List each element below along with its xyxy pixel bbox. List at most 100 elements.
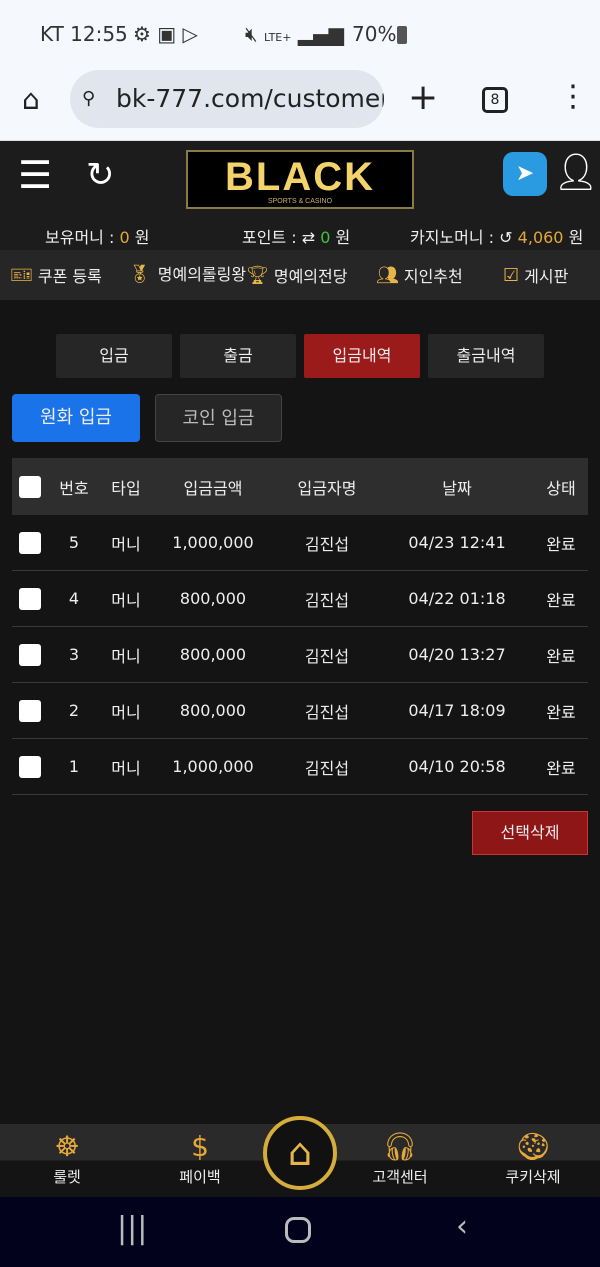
row-date: 04/22 01:18	[408, 589, 506, 608]
table-row: 2 머니 800,000 김진섭 04/17 18:09 완료	[12, 683, 588, 739]
row-amount: 1,000,000	[172, 533, 254, 552]
tab-switcher-button[interactable]: 8	[482, 87, 508, 113]
col-number: 번호	[59, 478, 89, 498]
row-number: 2	[68, 701, 80, 720]
row-amount: 800,000	[179, 701, 247, 720]
tab-withdraw-history[interactable]: 출금내역	[428, 334, 544, 378]
tab-deposit-history[interactable]: 입금내역	[304, 334, 420, 378]
telegram-icon[interactable]: ➤	[503, 152, 547, 196]
menu-hall-of-fame[interactable]: 🏆︎ 명예의전당	[246, 264, 348, 287]
site-header: ☰ ↻ BLACK SPORTS & CASINO ➤ 👤︎	[0, 141, 600, 219]
bottom-nav: ☸ 룰렛 $ 페이백 ⌂ 🎧︎ 고객센터 🍪︎ 쿠키삭제	[0, 1116, 600, 1197]
row-checkbox[interactable]	[19, 531, 41, 554]
row-date: 04/10 20:58	[408, 757, 506, 776]
col-type: 타입	[111, 478, 141, 498]
menu-rolling-king[interactable]: 🏅︎ 명예의롤링왕	[128, 264, 247, 285]
nav-support[interactable]: 🎧︎ 고객센터	[350, 1130, 450, 1187]
roulette-icon: ☸	[54, 1130, 80, 1163]
delete-selected-button[interactable]: 선택삭제	[472, 811, 588, 855]
support-icon: 🎧︎	[382, 1130, 418, 1163]
row-date: 04/17 18:09	[408, 701, 506, 720]
select-all-checkbox[interactable]	[19, 475, 41, 498]
row-type: 머니	[111, 646, 141, 666]
table-row: 3 머니 800,000 김진섭 04/20 13:27 완료	[12, 627, 588, 683]
tab-withdraw[interactable]: 출금	[180, 334, 296, 378]
hamburger-menu-icon[interactable]: ☰	[18, 153, 53, 197]
coin-deposit-button[interactable]: 코인 입금	[155, 394, 282, 442]
krw-deposit-button[interactable]: 원화 입금	[12, 394, 140, 442]
row-number: 4	[68, 589, 80, 608]
row-checkbox[interactable]	[19, 755, 41, 778]
battery-level: 70%	[352, 22, 397, 46]
nav-roulette[interactable]: ☸ 룰렛	[17, 1130, 117, 1187]
battery-icon	[397, 26, 407, 44]
table-header: 번호 타입 입금금액 입금자명 날짜 상태	[12, 458, 588, 515]
casino-balance: 카지노머니 : ↺ 4,060 원	[410, 228, 584, 247]
recent-apps-icon[interactable]: |||	[117, 1211, 148, 1246]
row-amount: 800,000	[179, 645, 247, 664]
col-date: 날짜	[442, 478, 472, 498]
nav-home[interactable]: ⌂	[263, 1116, 337, 1190]
new-tab-icon[interactable]: +	[408, 77, 439, 118]
nav-cookie-delete[interactable]: 🍪︎ 쿠키삭제	[483, 1130, 583, 1187]
row-checkbox[interactable]	[19, 587, 41, 610]
table-row: 1 머니 1,000,000 김진섭 04/10 20:58 완료	[12, 739, 588, 795]
medal-icon: 🏅︎	[128, 264, 151, 285]
site-settings-icon[interactable]: ⚲	[82, 88, 96, 109]
row-status: 완료	[546, 646, 576, 666]
menu-coupon[interactable]: 🎫︎ 쿠폰 등록	[10, 264, 102, 287]
browser-toolbar: ⌂ ⚲ bk-777.com/customer, + 8 ⋮	[0, 65, 600, 141]
row-date: 04/23 12:41	[408, 533, 506, 552]
point-balance: 포인트 : ⇄ 0 원	[242, 228, 351, 247]
user-icon[interactable]: 👤︎	[553, 152, 599, 193]
refresh-icon[interactable]: ↻	[86, 155, 115, 195]
row-checkbox[interactable]	[19, 643, 41, 666]
row-type: 머니	[111, 758, 141, 778]
row-type: 머니	[111, 534, 141, 554]
deposit-history-table: 번호 타입 입금금액 입금자명 날짜 상태 5 머니 1,000,000 김진섭 04/…	[12, 458, 588, 795]
cookie-icon: 🍪︎	[515, 1130, 551, 1163]
balance-row: 보유머니 : 0 원 포인트 : ⇄ 0 원 카지노머니 : ↺ 4,060 원	[0, 219, 600, 250]
row-amount: 1,000,000	[172, 757, 254, 776]
mute-icon: 🔇︎ LTE+ ▂▄▆	[245, 22, 344, 46]
row-status: 완료	[546, 534, 576, 554]
home-icon[interactable]: ⌂	[22, 83, 40, 116]
back-icon[interactable]: ‹	[456, 1209, 468, 1244]
people-icon: 👥︎	[376, 264, 399, 286]
row-depositor: 김진섭	[304, 534, 350, 554]
url-text: bk-777.com/customer,	[116, 84, 384, 113]
row-amount: 800,000	[179, 589, 247, 608]
menu-board[interactable]: ☑ 게시판	[503, 264, 569, 287]
row-status: 완료	[546, 758, 576, 778]
home-icon: ⌂	[287, 1130, 313, 1174]
tab-deposit[interactable]: 입금	[56, 334, 172, 378]
row-type: 머니	[111, 590, 141, 610]
url-field[interactable]: ⚲ bk-777.com/customer,	[70, 70, 384, 128]
more-menu-icon[interactable]: ⋮	[558, 79, 588, 114]
convert-icon[interactable]: ⇄	[301, 228, 316, 247]
row-number: 3	[68, 645, 80, 664]
coupon-icon: 🎫︎	[10, 264, 33, 286]
row-checkbox[interactable]	[19, 699, 41, 722]
board-icon: ☑	[503, 264, 520, 286]
row-depositor: 김진섭	[304, 590, 350, 610]
row-number: 1	[68, 757, 80, 776]
table-row: 5 머니 1,000,000 김진섭 04/23 12:41 완료	[12, 515, 588, 571]
row-date: 04/20 13:27	[408, 645, 506, 664]
menu-referral[interactable]: 👥︎ 지인추천	[376, 264, 463, 287]
quick-menu: 🎫︎ 쿠폰 등록 🏅︎ 명예의롤링왕 🏆︎ 명예의전당 👥︎ 지인추천 ☑ 게시판	[0, 250, 600, 300]
row-depositor: 김진섭	[304, 758, 350, 778]
money-balance: 보유머니 : 0 원	[45, 228, 150, 247]
row-status: 완료	[546, 702, 576, 722]
carrier-time: KT 12:55	[40, 22, 128, 46]
row-status: 완료	[546, 590, 576, 610]
table-row: 4 머니 800,000 김진섭 04/22 01:18 완료	[12, 571, 588, 627]
logo[interactable]: BLACK SPORTS & CASINO	[186, 150, 414, 209]
reload-icon[interactable]: ↺	[499, 228, 513, 247]
row-depositor: 김진섭	[304, 702, 350, 722]
settings-icon: ⚙ ▣ ▷	[133, 22, 198, 46]
home-button-icon[interactable]	[285, 1217, 311, 1243]
row-type: 머니	[111, 702, 141, 722]
nav-payback[interactable]: $ 페이백	[150, 1130, 250, 1187]
status-bar: KT 12:55 ⚙ ▣ ▷ 🔇︎ LTE+ ▂▄▆ 70%	[0, 0, 600, 65]
